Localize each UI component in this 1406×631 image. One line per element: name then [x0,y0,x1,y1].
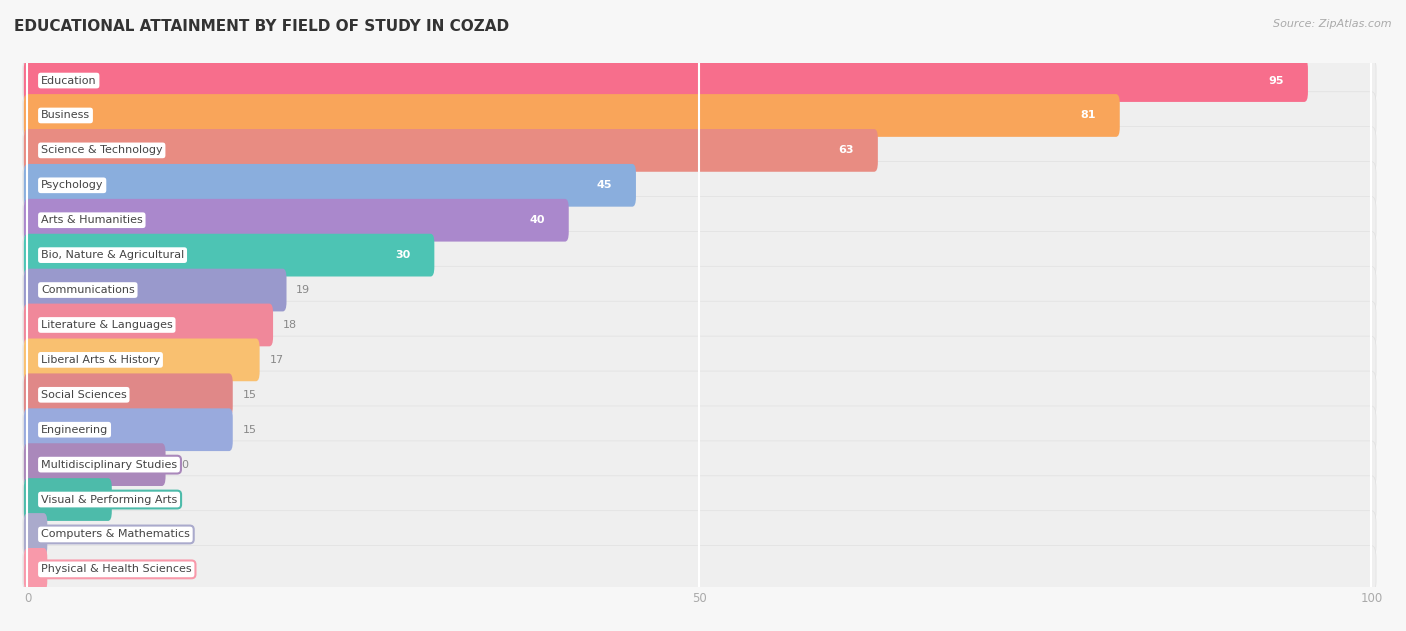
FancyBboxPatch shape [24,548,48,591]
Text: Social Sciences: Social Sciences [41,390,127,400]
Text: Computers & Mathematics: Computers & Mathematics [41,529,190,540]
Text: 95: 95 [1268,76,1284,86]
FancyBboxPatch shape [22,196,1376,244]
FancyBboxPatch shape [24,478,112,521]
FancyBboxPatch shape [22,162,1376,209]
Text: 0: 0 [58,564,65,574]
FancyBboxPatch shape [22,127,1376,174]
FancyBboxPatch shape [22,441,1376,488]
Text: 10: 10 [176,459,190,469]
FancyBboxPatch shape [22,476,1376,523]
Text: Physical & Health Sciences: Physical & Health Sciences [41,564,191,574]
Text: Multidisciplinary Studies: Multidisciplinary Studies [41,459,177,469]
FancyBboxPatch shape [24,233,434,276]
Text: 0: 0 [58,529,65,540]
FancyBboxPatch shape [24,164,636,207]
Text: 63: 63 [838,145,853,155]
FancyBboxPatch shape [22,301,1376,349]
Text: EDUCATIONAL ATTAINMENT BY FIELD OF STUDY IN COZAD: EDUCATIONAL ATTAINMENT BY FIELD OF STUDY… [14,19,509,34]
FancyBboxPatch shape [24,129,877,172]
Text: Bio, Nature & Agricultural: Bio, Nature & Agricultural [41,250,184,260]
Text: Education: Education [41,76,97,86]
Text: 15: 15 [243,390,256,400]
FancyBboxPatch shape [24,94,1119,137]
FancyBboxPatch shape [24,304,273,346]
Text: 19: 19 [297,285,311,295]
Text: Engineering: Engineering [41,425,108,435]
Text: 6: 6 [121,495,128,505]
Text: Visual & Performing Arts: Visual & Performing Arts [41,495,177,505]
FancyBboxPatch shape [24,513,48,556]
Text: 30: 30 [395,250,411,260]
FancyBboxPatch shape [24,408,233,451]
FancyBboxPatch shape [22,232,1376,279]
Text: 18: 18 [283,320,297,330]
Text: 40: 40 [530,215,546,225]
Text: 17: 17 [270,355,284,365]
Text: Literature & Languages: Literature & Languages [41,320,173,330]
Text: Business: Business [41,110,90,121]
FancyBboxPatch shape [22,546,1376,593]
FancyBboxPatch shape [22,91,1376,139]
FancyBboxPatch shape [22,57,1376,104]
FancyBboxPatch shape [22,406,1376,454]
FancyBboxPatch shape [24,199,569,242]
FancyBboxPatch shape [24,269,287,312]
Text: Psychology: Psychology [41,180,104,191]
FancyBboxPatch shape [22,336,1376,384]
FancyBboxPatch shape [22,510,1376,558]
Text: Communications: Communications [41,285,135,295]
Text: Arts & Humanities: Arts & Humanities [41,215,142,225]
Text: Liberal Arts & History: Liberal Arts & History [41,355,160,365]
FancyBboxPatch shape [24,338,260,381]
Text: 45: 45 [596,180,612,191]
FancyBboxPatch shape [24,374,233,416]
FancyBboxPatch shape [24,443,166,486]
Text: 15: 15 [243,425,256,435]
FancyBboxPatch shape [22,266,1376,314]
FancyBboxPatch shape [22,371,1376,418]
Text: 81: 81 [1080,110,1095,121]
FancyBboxPatch shape [24,59,1308,102]
Text: Source: ZipAtlas.com: Source: ZipAtlas.com [1274,19,1392,29]
Text: Science & Technology: Science & Technology [41,145,163,155]
